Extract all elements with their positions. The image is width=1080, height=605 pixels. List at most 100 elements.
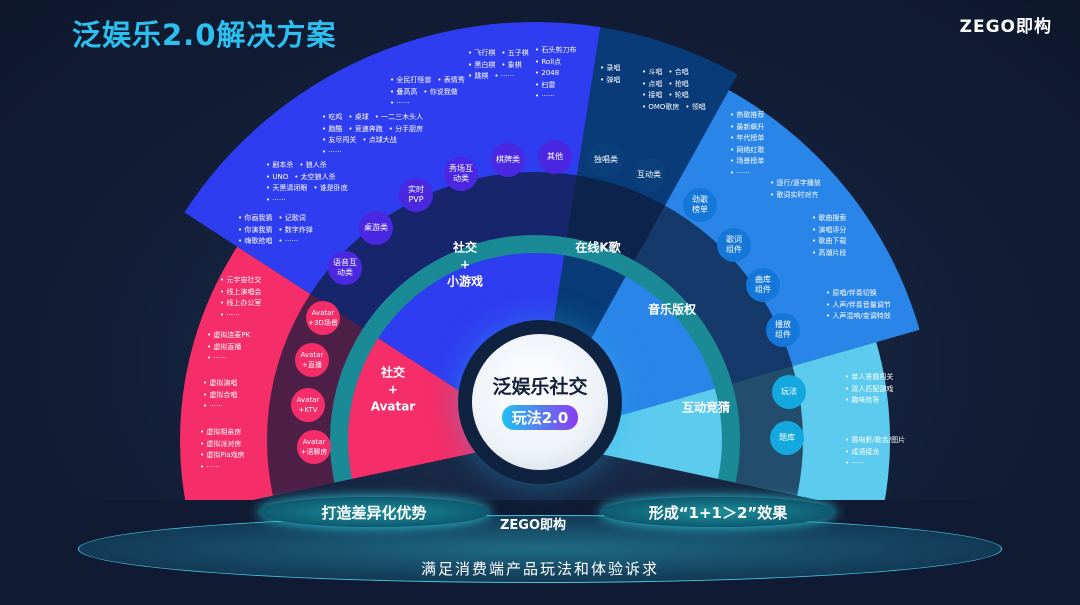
list-item: UNO bbox=[266, 173, 288, 181]
list-item: 虚拟派对房 bbox=[200, 440, 241, 448]
feature-list-p: 虚拟连麦PK 虚拟直播 ······ bbox=[207, 330, 256, 365]
list-item: 五子棋 bbox=[501, 49, 528, 57]
feature-list-l: 原唱/伴奏切换人声/伴奏音量调节人声混响/变调特效 bbox=[826, 288, 897, 323]
list-item: 线上演唱会 bbox=[220, 288, 261, 296]
node-avatar: Avatar +语聊房 bbox=[297, 430, 331, 464]
feature-list-a: 飞行棋五子棋黑白棋象棋跳棋 ······ bbox=[468, 48, 535, 83]
left-pill: 打造差异化优势 bbox=[258, 497, 490, 527]
list-item: 虚拟直播 bbox=[207, 343, 241, 351]
list-item: 弹唱 bbox=[600, 76, 620, 84]
node-band bbox=[267, 172, 803, 496]
feature-list-i: 热歌推荐最新飙升年代榜单网络红歌场景榜单 ······ bbox=[730, 110, 770, 179]
list-item: 全民打怪兽 bbox=[390, 76, 431, 84]
list-item: 高潮片段 bbox=[812, 249, 846, 257]
list-item: 歌词实时对齐 bbox=[770, 191, 818, 199]
list-item: 点唱 bbox=[642, 80, 662, 88]
list-item: 剧本杀 bbox=[266, 161, 293, 169]
list-item: 天黑请闭眼 bbox=[266, 184, 307, 192]
list-item: 一二三木头人 bbox=[375, 113, 423, 121]
list-item: 歌曲搜索 bbox=[812, 214, 846, 222]
list-item: 叠高高 bbox=[390, 88, 417, 96]
sector-label-game: 社交 + 小游戏 bbox=[446, 240, 484, 289]
feature-list-e: 剧本杀狼人杀 UNO 太空狼人杀天黑请闭眼谁是卧底 ······ bbox=[266, 160, 354, 206]
list-item: 桌球 bbox=[348, 113, 368, 121]
bottom-zego-logo: ZEGO即构 bbox=[500, 518, 567, 533]
feature-list-d: 吃鸡桌球一二三木头人跑酷竞速奔跑分手厨房友尽闯关点球大战 ······ bbox=[322, 112, 429, 158]
list-item: 趣味抢答 bbox=[845, 396, 879, 404]
feature-list-f: 你画我猜记歌词你演我猜数字炸弹嗨歌抢唱 ······ bbox=[238, 213, 319, 248]
list-item: 虚拟相亲房 bbox=[200, 428, 241, 436]
list-item: 分手厨房 bbox=[389, 125, 423, 133]
node-karaoke: 互动类 bbox=[632, 158, 666, 192]
list-item: 你画我猜 bbox=[238, 214, 272, 222]
list-item: 接唱 bbox=[642, 91, 662, 99]
list-item: 竞速奔跑 bbox=[348, 125, 382, 133]
list-item: ······ bbox=[845, 459, 865, 467]
list-item: 嗨歌抢唱 bbox=[238, 237, 272, 245]
sector-label-music: 音乐版权 bbox=[647, 302, 697, 317]
list-item: 数字炸弹 bbox=[278, 226, 312, 234]
list-item: 太空狼人杀 bbox=[294, 173, 335, 181]
list-item: 最新飙升 bbox=[730, 123, 764, 131]
list-item: 象棋 bbox=[501, 61, 521, 69]
node-game: 语音互 动类 bbox=[328, 251, 362, 285]
list-item: ······ bbox=[730, 169, 750, 177]
zego-logo: ZEGO即构 bbox=[959, 17, 1052, 37]
list-item: 成语接龙 bbox=[845, 448, 879, 456]
list-item: ······ bbox=[535, 92, 555, 100]
list-item: 记歌词 bbox=[278, 214, 305, 222]
list-item: 轮唱 bbox=[668, 91, 688, 99]
list-item: 黑白棋 bbox=[468, 61, 495, 69]
list-item: ······ bbox=[266, 196, 286, 204]
node-quiz: 玩法 bbox=[772, 375, 806, 409]
center-badge: 玩法2.0 bbox=[501, 405, 579, 430]
list-item: 网络红歌 bbox=[730, 146, 764, 154]
list-item: 抢唱 bbox=[668, 80, 688, 88]
list-item: 扫雷 bbox=[535, 81, 555, 89]
list-item: 演唱评分 bbox=[812, 226, 846, 234]
list-item: ······ bbox=[494, 72, 514, 80]
node-music: 曲库 组件 bbox=[746, 268, 780, 302]
list-item: ······ bbox=[203, 402, 223, 410]
list-item: 你演我猜 bbox=[238, 226, 272, 234]
list-item: 虚拟合唱 bbox=[203, 391, 237, 399]
node-music: 劲歌 榜单 bbox=[683, 188, 717, 222]
node-music: 播放 组件 bbox=[766, 313, 800, 347]
base-caption: 满足消费端产品玩法和体验诉求 bbox=[420, 560, 659, 578]
list-item: 你说我做 bbox=[423, 88, 457, 96]
feature-list-r: 虚拟相亲房虚拟派对房虚拟Pia戏房 ······ bbox=[200, 427, 251, 473]
list-item: 2048 bbox=[535, 69, 559, 77]
list-item: 斗唱 bbox=[642, 68, 662, 76]
list-item: 歌曲下载 bbox=[812, 237, 846, 245]
feature-list-j: 逐行/逐字播放歌词实时对齐 bbox=[770, 178, 827, 201]
node-game: 桌游类 bbox=[359, 211, 393, 245]
list-item: 表情秀 bbox=[437, 76, 464, 84]
node-karaoke: 独唱类 bbox=[589, 143, 623, 177]
list-item: 录唱 bbox=[600, 64, 620, 72]
list-item: ······ bbox=[220, 311, 240, 319]
feature-list-q: 虚拟演唱虚拟合唱 ······ bbox=[203, 378, 243, 413]
feature-list-m: 单人答题闯关双人匹配游戏趣味抢答 bbox=[845, 372, 899, 407]
list-item: 跑酷 bbox=[322, 125, 342, 133]
list-item: ······ bbox=[200, 463, 220, 471]
list-item: 合唱 bbox=[668, 68, 688, 76]
sector-label-avatar: 社交 + Avatar bbox=[370, 365, 416, 414]
list-item: 单人答题闯关 bbox=[845, 373, 893, 381]
list-item: 跳棋 bbox=[468, 72, 488, 80]
node-avatar: Avatar +3D场景 bbox=[306, 301, 340, 335]
feature-list-h: 斗唱合唱点唱抢唱接唱轮唱 OMO歌房领唱 bbox=[642, 67, 712, 113]
feature-list-b: 石头剪刀布 Roll点 2048 扫雷 ······ bbox=[535, 45, 582, 103]
feature-list-o: 元宇宙社交线上演唱会线上办公室 ······ bbox=[220, 275, 267, 321]
list-item: 人声/伴奏音量调节 bbox=[826, 301, 891, 309]
list-item: ······ bbox=[278, 237, 298, 245]
center-title: 泛娱乐社交 bbox=[492, 376, 588, 398]
sector-label-karaoke: 在线K歌 bbox=[575, 240, 621, 255]
feature-list-n: 猜电影/歌名/图片成语接龙 ······ bbox=[845, 435, 911, 470]
list-item: 人声混响/变调特效 bbox=[826, 312, 891, 320]
feature-list-c: 全民打怪兽表情秀叠高高你说我做 ······ bbox=[390, 75, 471, 110]
list-item: 逐行/逐字播放 bbox=[770, 179, 821, 187]
sector-label-quiz: 互动竞猜 bbox=[681, 400, 731, 415]
node-game: 棋牌类 bbox=[491, 143, 525, 177]
list-item: 石头剪刀布 bbox=[535, 46, 576, 54]
list-item: ······ bbox=[207, 354, 227, 362]
